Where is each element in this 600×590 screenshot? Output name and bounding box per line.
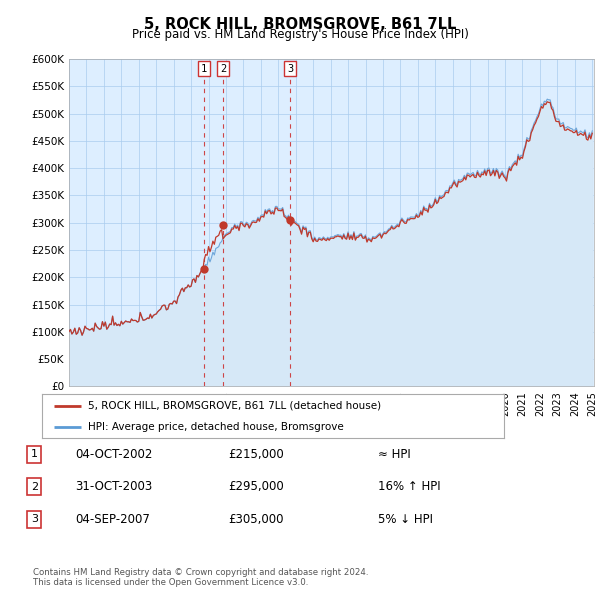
Text: 5, ROCK HILL, BROMSGROVE, B61 7LL: 5, ROCK HILL, BROMSGROVE, B61 7LL [144, 17, 456, 31]
Text: 5, ROCK HILL, BROMSGROVE, B61 7LL (detached house): 5, ROCK HILL, BROMSGROVE, B61 7LL (detac… [88, 401, 382, 411]
Text: £295,000: £295,000 [228, 480, 284, 493]
Text: 2: 2 [220, 64, 226, 74]
Text: 3: 3 [31, 514, 38, 524]
Text: Price paid vs. HM Land Registry's House Price Index (HPI): Price paid vs. HM Land Registry's House … [131, 28, 469, 41]
Text: ≈ HPI: ≈ HPI [378, 448, 411, 461]
Text: 1: 1 [201, 64, 207, 74]
Text: £305,000: £305,000 [228, 513, 284, 526]
Text: 04-SEP-2007: 04-SEP-2007 [75, 513, 150, 526]
Text: 31-OCT-2003: 31-OCT-2003 [75, 480, 152, 493]
Text: 16% ↑ HPI: 16% ↑ HPI [378, 480, 440, 493]
Text: HPI: Average price, detached house, Bromsgrove: HPI: Average price, detached house, Brom… [88, 422, 344, 432]
Text: 04-OCT-2002: 04-OCT-2002 [75, 448, 152, 461]
Text: Contains HM Land Registry data © Crown copyright and database right 2024.
This d: Contains HM Land Registry data © Crown c… [33, 568, 368, 587]
Text: 3: 3 [287, 64, 293, 74]
Text: 5% ↓ HPI: 5% ↓ HPI [378, 513, 433, 526]
Text: 2: 2 [31, 482, 38, 491]
Text: 1: 1 [31, 450, 38, 459]
Text: £215,000: £215,000 [228, 448, 284, 461]
